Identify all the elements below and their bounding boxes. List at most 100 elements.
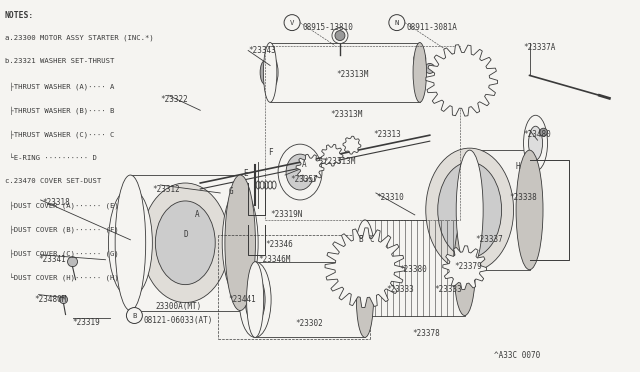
Text: F: F — [268, 148, 273, 157]
Circle shape — [456, 259, 474, 276]
Text: NOTES:: NOTES: — [4, 11, 34, 20]
Text: *23379: *23379 — [454, 262, 483, 271]
Text: H: H — [516, 162, 520, 171]
Text: *23313M: *23313M — [336, 70, 369, 80]
Ellipse shape — [245, 276, 265, 324]
Ellipse shape — [425, 64, 435, 73]
Text: D: D — [183, 230, 188, 239]
Polygon shape — [296, 154, 324, 182]
Ellipse shape — [286, 154, 314, 190]
Text: ├DUST COVER (C)······ (G): ├DUST COVER (C)······ (G) — [4, 250, 118, 258]
Text: *23346: *23346 — [265, 240, 293, 249]
Circle shape — [68, 257, 77, 267]
Text: A: A — [302, 160, 307, 169]
Ellipse shape — [278, 144, 322, 200]
Text: *23319N: *23319N — [270, 210, 303, 219]
Ellipse shape — [516, 150, 543, 270]
Circle shape — [348, 251, 381, 284]
Ellipse shape — [343, 240, 387, 296]
Ellipse shape — [354, 220, 376, 315]
Ellipse shape — [524, 115, 547, 171]
Ellipse shape — [264, 181, 268, 189]
Bar — [131, 175, 240, 311]
Text: *23313M: *23313M — [330, 110, 362, 119]
Circle shape — [389, 15, 405, 31]
Ellipse shape — [540, 128, 547, 136]
Text: ├THRUST WASHER (C)···· C: ├THRUST WASHER (C)···· C — [4, 130, 114, 138]
Text: *23343: *23343 — [248, 45, 276, 55]
Text: *23357: *23357 — [290, 175, 318, 184]
Text: *23441: *23441 — [228, 295, 256, 304]
Polygon shape — [343, 136, 361, 154]
Bar — [470, 150, 529, 270]
Text: C: C — [370, 235, 374, 244]
Text: *23337: *23337 — [476, 235, 504, 244]
Bar — [365, 220, 465, 315]
Text: *23322: *23322 — [161, 95, 188, 104]
Ellipse shape — [260, 181, 264, 189]
Text: *23302: *23302 — [295, 320, 323, 328]
Text: B: B — [358, 235, 362, 244]
Ellipse shape — [262, 54, 278, 90]
Text: b.23321 WASHER SET-THRUST: b.23321 WASHER SET-THRUST — [4, 58, 114, 64]
Circle shape — [284, 15, 300, 31]
Circle shape — [60, 296, 68, 304]
Circle shape — [328, 151, 337, 160]
Ellipse shape — [116, 207, 145, 279]
Text: c.23470 COVER SET-DUST: c.23470 COVER SET-DUST — [4, 178, 101, 184]
Text: G: G — [228, 187, 233, 196]
Polygon shape — [443, 246, 486, 290]
Text: *23313M: *23313M — [323, 157, 355, 166]
Ellipse shape — [332, 28, 348, 44]
Polygon shape — [321, 144, 343, 166]
Circle shape — [446, 65, 477, 96]
Ellipse shape — [264, 42, 277, 102]
Text: ├DUST COVER (A)······ (E): ├DUST COVER (A)······ (E) — [4, 202, 118, 210]
Ellipse shape — [529, 126, 543, 160]
Text: E: E — [243, 169, 248, 178]
Ellipse shape — [454, 220, 476, 315]
Ellipse shape — [239, 262, 271, 337]
Ellipse shape — [426, 148, 513, 272]
Text: *23346M: *23346M — [258, 255, 291, 264]
Text: 08915-13810: 08915-13810 — [302, 23, 353, 32]
Ellipse shape — [356, 262, 373, 337]
Text: *23338: *23338 — [509, 193, 538, 202]
Text: ├DUST COVER (B)······ (F): ├DUST COVER (B)······ (F) — [4, 226, 118, 234]
Ellipse shape — [115, 175, 146, 311]
Polygon shape — [325, 228, 405, 308]
Text: V: V — [290, 20, 294, 26]
Ellipse shape — [222, 188, 258, 298]
Text: 08911-3081A: 08911-3081A — [407, 23, 458, 32]
Text: *23313: *23313 — [373, 130, 401, 139]
Text: 23300A(MT): 23300A(MT) — [156, 302, 202, 311]
Text: *23380: *23380 — [400, 265, 428, 274]
Text: ├THRUST WASHER (B)···· B: ├THRUST WASHER (B)···· B — [4, 106, 114, 115]
Ellipse shape — [456, 150, 483, 270]
Text: *23480: *23480 — [524, 130, 551, 139]
Ellipse shape — [414, 52, 426, 64]
Circle shape — [127, 308, 142, 324]
Ellipse shape — [108, 188, 152, 298]
Ellipse shape — [268, 181, 272, 189]
Text: ^A33C 0070: ^A33C 0070 — [493, 352, 540, 360]
Text: *23480M: *23480M — [35, 295, 67, 304]
Ellipse shape — [246, 262, 264, 337]
Text: A: A — [195, 210, 200, 219]
Text: *23318: *23318 — [43, 198, 70, 207]
Text: a.23300 MOTOR ASSY STARTER (INC.*): a.23300 MOTOR ASSY STARTER (INC.*) — [4, 35, 154, 41]
Text: *23341: *23341 — [38, 255, 67, 264]
Ellipse shape — [335, 31, 345, 41]
Ellipse shape — [438, 162, 502, 258]
Bar — [255, 262, 365, 337]
Circle shape — [348, 141, 356, 149]
Text: *23312: *23312 — [152, 185, 180, 194]
Text: ├THRUST WASHER (A)···· A: ├THRUST WASHER (A)···· A — [4, 82, 114, 91]
Ellipse shape — [272, 181, 276, 189]
Text: 08121-06033(AT): 08121-06033(AT) — [143, 315, 212, 324]
Ellipse shape — [260, 61, 270, 84]
Text: *23337A: *23337A — [524, 42, 556, 52]
Bar — [270, 42, 420, 102]
Text: *23333: *23333 — [386, 285, 413, 294]
Text: *23319: *23319 — [72, 318, 100, 327]
